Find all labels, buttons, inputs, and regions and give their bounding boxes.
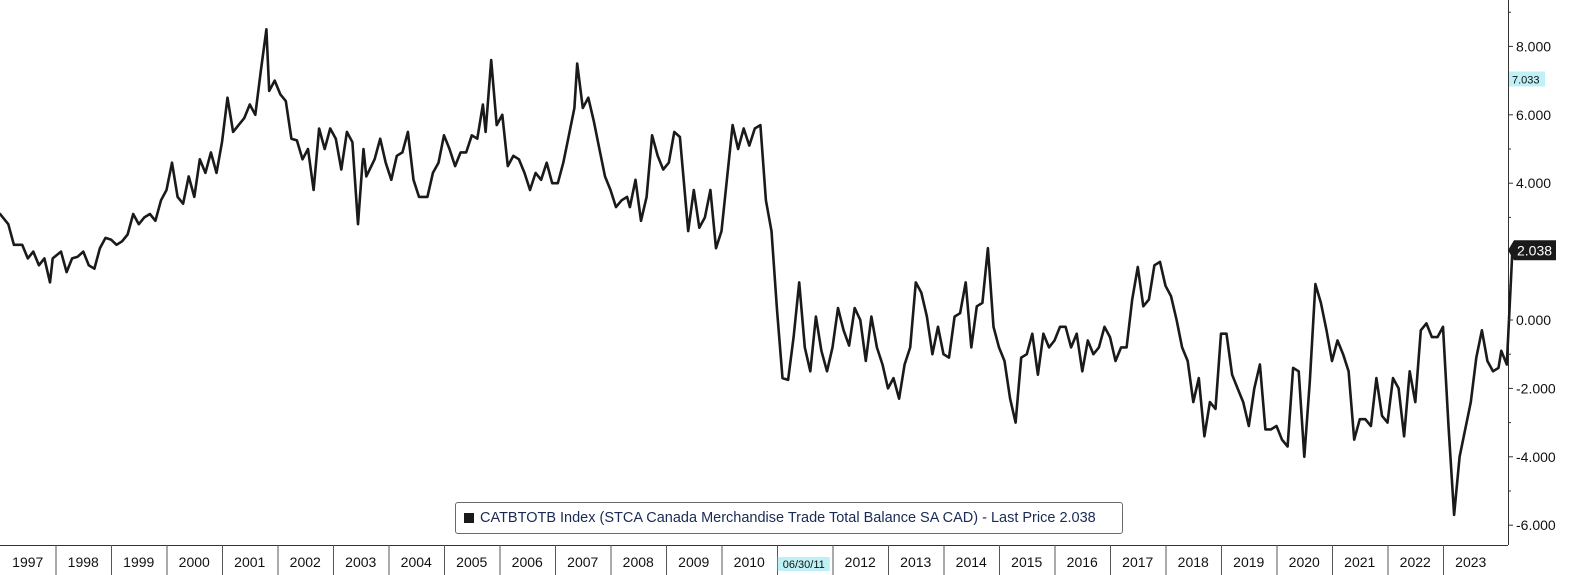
y-tick-label: -6.000 bbox=[1516, 517, 1556, 533]
y-tick-label: -2.000 bbox=[1516, 380, 1556, 396]
last-price-label: 2.038 bbox=[1517, 242, 1552, 258]
x-tick-label: 2017 bbox=[1122, 554, 1153, 570]
x-tick-label: 2007 bbox=[567, 554, 598, 570]
legend-swatch bbox=[464, 513, 474, 523]
x-tick-label: 2008 bbox=[623, 554, 654, 570]
x-tick-label: 1998 bbox=[68, 554, 99, 570]
x-tick-label: 2010 bbox=[734, 554, 765, 570]
legend: CATBTOTB Index (STCA Canada Merchandise … bbox=[455, 502, 1123, 534]
legend-label: CATBTOTB Index (STCA Canada Merchandise … bbox=[480, 510, 1096, 526]
x-tick-label: 2003 bbox=[345, 554, 376, 570]
x-tick-label: 2022 bbox=[1400, 554, 1431, 570]
series-line bbox=[0, 27, 1514, 517]
y-axis-ticks: 8.0006.0004.0002.0000.000-2.000-4.000-6.… bbox=[1508, 11, 1556, 533]
x-tick-label: 2023 bbox=[1455, 554, 1486, 570]
marker-label: 7.033 bbox=[1512, 74, 1540, 86]
x-tick-label: 2013 bbox=[900, 554, 931, 570]
y-tick-label: 0.000 bbox=[1516, 312, 1551, 328]
y-tick-label: 6.000 bbox=[1516, 107, 1551, 123]
x-tick-label: 2018 bbox=[1178, 554, 1209, 570]
axes bbox=[0, 0, 1509, 546]
x-tick-label: 2015 bbox=[1011, 554, 1042, 570]
x-tick-label: 2009 bbox=[678, 554, 709, 570]
x-tick-label: 1999 bbox=[123, 554, 154, 570]
series bbox=[0, 27, 1514, 517]
x-tick-label: 2006 bbox=[512, 554, 543, 570]
x-axis-ticks: 1997 1998 1999 2000 2001 2002 2003 2004 2005 2006… bbox=[12, 545, 1487, 575]
x-tick-label: 2002 bbox=[290, 554, 321, 570]
x-tick-label: 2014 bbox=[956, 554, 987, 570]
y-tick-label: 4.000 bbox=[1516, 175, 1551, 191]
x-tick-label: 2020 bbox=[1289, 554, 1320, 570]
date-marker-badge bbox=[777, 557, 830, 571]
x-tick-label: 2016 bbox=[1067, 554, 1098, 570]
date-marker-label: 06/30/11 bbox=[783, 559, 825, 571]
x-tick-label: 2021 bbox=[1344, 554, 1375, 570]
x-tick-label: 2004 bbox=[401, 554, 432, 570]
x-tick-label: 1997 bbox=[12, 554, 43, 570]
x-tick-label: 2000 bbox=[179, 554, 210, 570]
y-tick-label: -4.000 bbox=[1516, 449, 1556, 465]
marker-badge bbox=[1509, 71, 1545, 87]
x-tick-label: 2012 bbox=[845, 554, 876, 570]
x-tick-label: 2001 bbox=[234, 554, 265, 570]
y-tick-label: 8.000 bbox=[1516, 38, 1551, 54]
x-tick-label: 2005 bbox=[456, 554, 487, 570]
badges: 2.038 7.033 06/30/11 bbox=[777, 71, 1556, 571]
last-price-badge bbox=[1508, 240, 1556, 261]
x-tick-label: 2019 bbox=[1233, 554, 1264, 570]
